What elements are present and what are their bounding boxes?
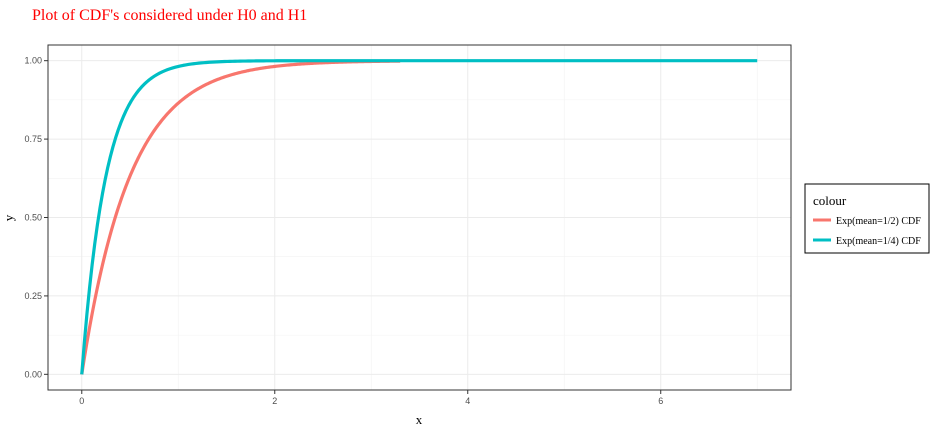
x-tick-label: 0 [79,396,84,406]
x-tick-label: 4 [465,396,470,406]
series-layer [80,59,758,375]
legend: colour Exp(mean=1/2) CDF Exp(mean=1/4) C… [804,183,930,254]
x-tick-label: 2 [272,396,277,406]
tick-layer: 0 2 4 6 0.00 0.25 0.50 0.75 1.00 [24,56,663,406]
x-tick-label: 6 [658,396,663,406]
y-tick-label: 0.75 [24,134,42,144]
y-axis-title: y [1,214,16,221]
legend-label-exp-mean-quarter: Exp(mean=1/4) CDF [836,236,921,247]
y-tick-label: 1.00 [24,56,42,66]
y-tick-label: 0.50 [24,213,42,223]
legend-title: colour [813,193,847,208]
legend-label-exp-mean-half: Exp(mean=1/2) CDF [836,216,921,227]
y-tick-label: 0.00 [24,369,42,379]
grid [48,45,791,390]
chart-title: Plot of CDF's considered under H0 and H1 [32,7,307,24]
x-axis-title: x [416,412,423,427]
series-line-exp-mean-quarter [80,59,758,375]
y-tick-label: 0.25 [24,291,42,301]
